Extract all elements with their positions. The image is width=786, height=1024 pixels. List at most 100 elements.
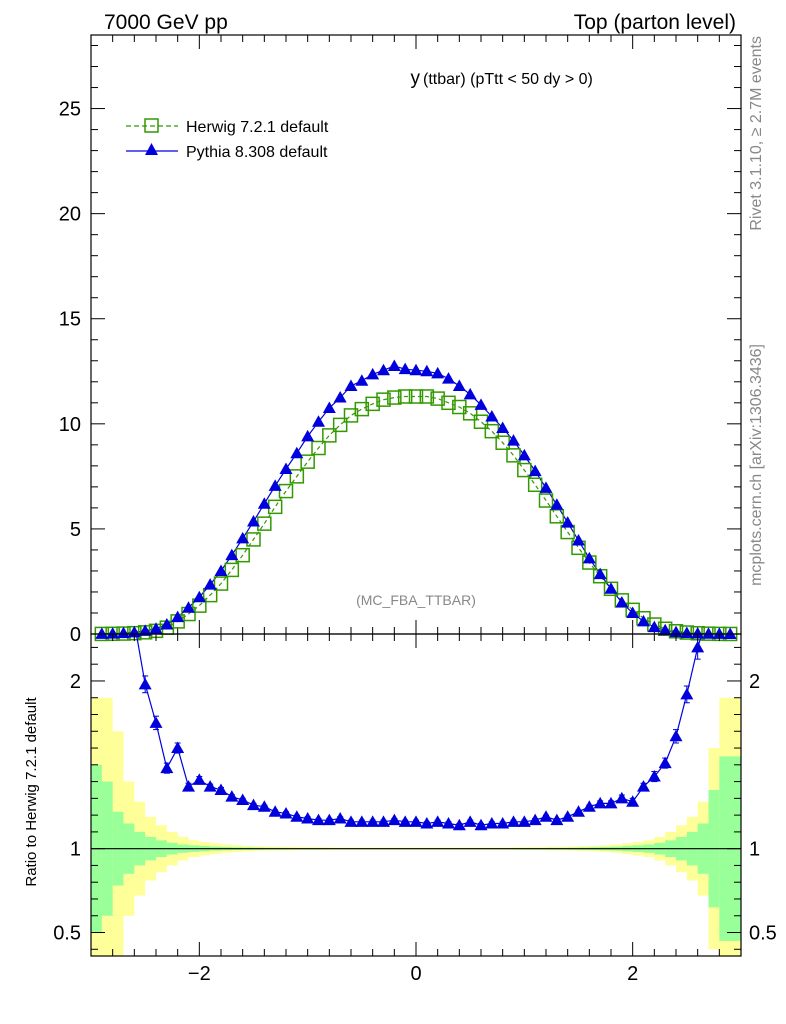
pythia-point [117,626,130,639]
pythia-point [485,409,499,422]
herwig-point [387,390,402,405]
pythia-ratio-point [528,813,542,826]
pythia-point [723,627,737,639]
pythia-point [637,614,650,627]
mcplots-label: mcplots.cern.ch [arXiv:1306.3436] [748,344,765,586]
pythia-ratio-point [680,687,694,700]
ratio-y-tick-label-left: 0.5 [53,923,81,945]
main-y-tick-label: 20 [59,204,81,226]
pythia-ratio-point [355,815,369,827]
herwig-point [549,509,565,524]
herwig-point [462,406,478,421]
pythia-ratio-point [474,818,488,831]
herwig-point [376,392,391,407]
rivet-label: Rivet 3.1.10, ≥ 2.7M events [748,36,765,231]
pythia-point [409,363,423,376]
herwig-point [408,389,424,404]
pythia-ratio-point [604,796,618,809]
herwig-point [246,532,261,547]
pythia-point [182,601,195,613]
pythia-point [257,497,271,509]
ratio-series-group [135,634,705,831]
ratio-y-tick-label-right: 2 [749,671,760,693]
herwig-point [441,395,456,411]
pythia-point [192,590,206,603]
herwig-point [679,625,695,640]
herwig-point [289,469,305,484]
pythia-point [431,366,445,379]
pythia-ratio-point [214,783,228,795]
main-y-tick-label: 10 [59,414,81,436]
pythia-point [442,372,455,384]
title-main: y [411,68,421,89]
herwig-point [506,448,521,463]
ratio-panel: 0.5 0.5 1 1 2 2 −2 0 2 Ratio to Herwig 7.2.1 de… [23,633,777,985]
legend-herwig-marker [144,118,159,133]
main-y-tick-labels: 0 5 10 15 20 25 [59,99,81,646]
pythia-point [290,446,304,459]
pythia-ratio-point [409,815,423,827]
herwig-point [527,477,543,493]
legend: Herwig 7.2.1 default Pythia 8.308 defaul… [126,118,329,161]
pythia-ratio-point [572,805,585,817]
pythia-ratio-point [160,761,174,774]
pythia-point [507,434,520,446]
pythia-ratio-point [626,795,640,807]
main-y-tick-label: 15 [59,309,81,331]
pythia-point [626,606,640,618]
pythia-point [702,627,715,639]
pythia-point [528,464,542,477]
pythia-ratio-point [669,729,683,742]
pythia-point [539,481,553,493]
pythia-ratio-point [507,815,520,827]
pythia-ratio-point [301,811,315,824]
ratio-axis-ticks [90,634,742,956]
pythia-ratio-point [290,810,304,822]
herwig-point [213,576,229,591]
main-y-tick-label: 25 [59,99,81,121]
header-right: Top (parton level) [574,11,736,34]
pythia-point [712,627,726,639]
herwig-point [419,389,435,404]
pythia-point [615,595,629,608]
ratio-y-tick-label-left: 1 [70,839,81,861]
legend-pythia-marker [145,143,158,155]
ratio-series [135,634,705,831]
pythia-ratio-point [658,756,672,769]
pythia-point [387,359,401,372]
herwig-point [267,499,283,515]
pythia-ratio-point [615,791,629,804]
pythia-point [680,626,694,639]
pythia-ratio-point [420,817,434,829]
pythia-point [366,367,380,380]
pythia-ratio-point [550,813,564,826]
pythia-ratio-point [496,817,510,829]
herwig-point [365,396,380,412]
pythia-ratio-point [691,640,705,653]
pythia-point [236,531,250,544]
pythia-point [312,415,325,427]
pythia-point [550,498,564,510]
ratio-y-tick-label-left: 2 [70,671,81,693]
pythia-ratio-point [192,773,206,785]
main-y-tick-label: 0 [70,624,81,646]
herwig-point [397,389,413,404]
pythia-ratio-point [442,817,455,829]
pythia-ratio-point [452,818,466,831]
pythia-ratio-point [268,805,282,817]
pythia-point [171,610,185,623]
pythia-ratio-point [561,810,575,822]
main-y-tick-label: 5 [70,519,81,541]
pythia-ratio-point [344,815,358,827]
pythia-point [647,620,661,633]
pythia-point [604,582,618,594]
pythia-point [561,516,575,528]
ratio-y-tick-labels: 0.5 0.5 1 1 2 2 [53,671,777,945]
herwig-point [257,516,272,531]
herwig-point [311,440,326,456]
pythia-point [247,515,260,527]
pythia-point [582,551,596,564]
pythia-point [474,398,488,410]
